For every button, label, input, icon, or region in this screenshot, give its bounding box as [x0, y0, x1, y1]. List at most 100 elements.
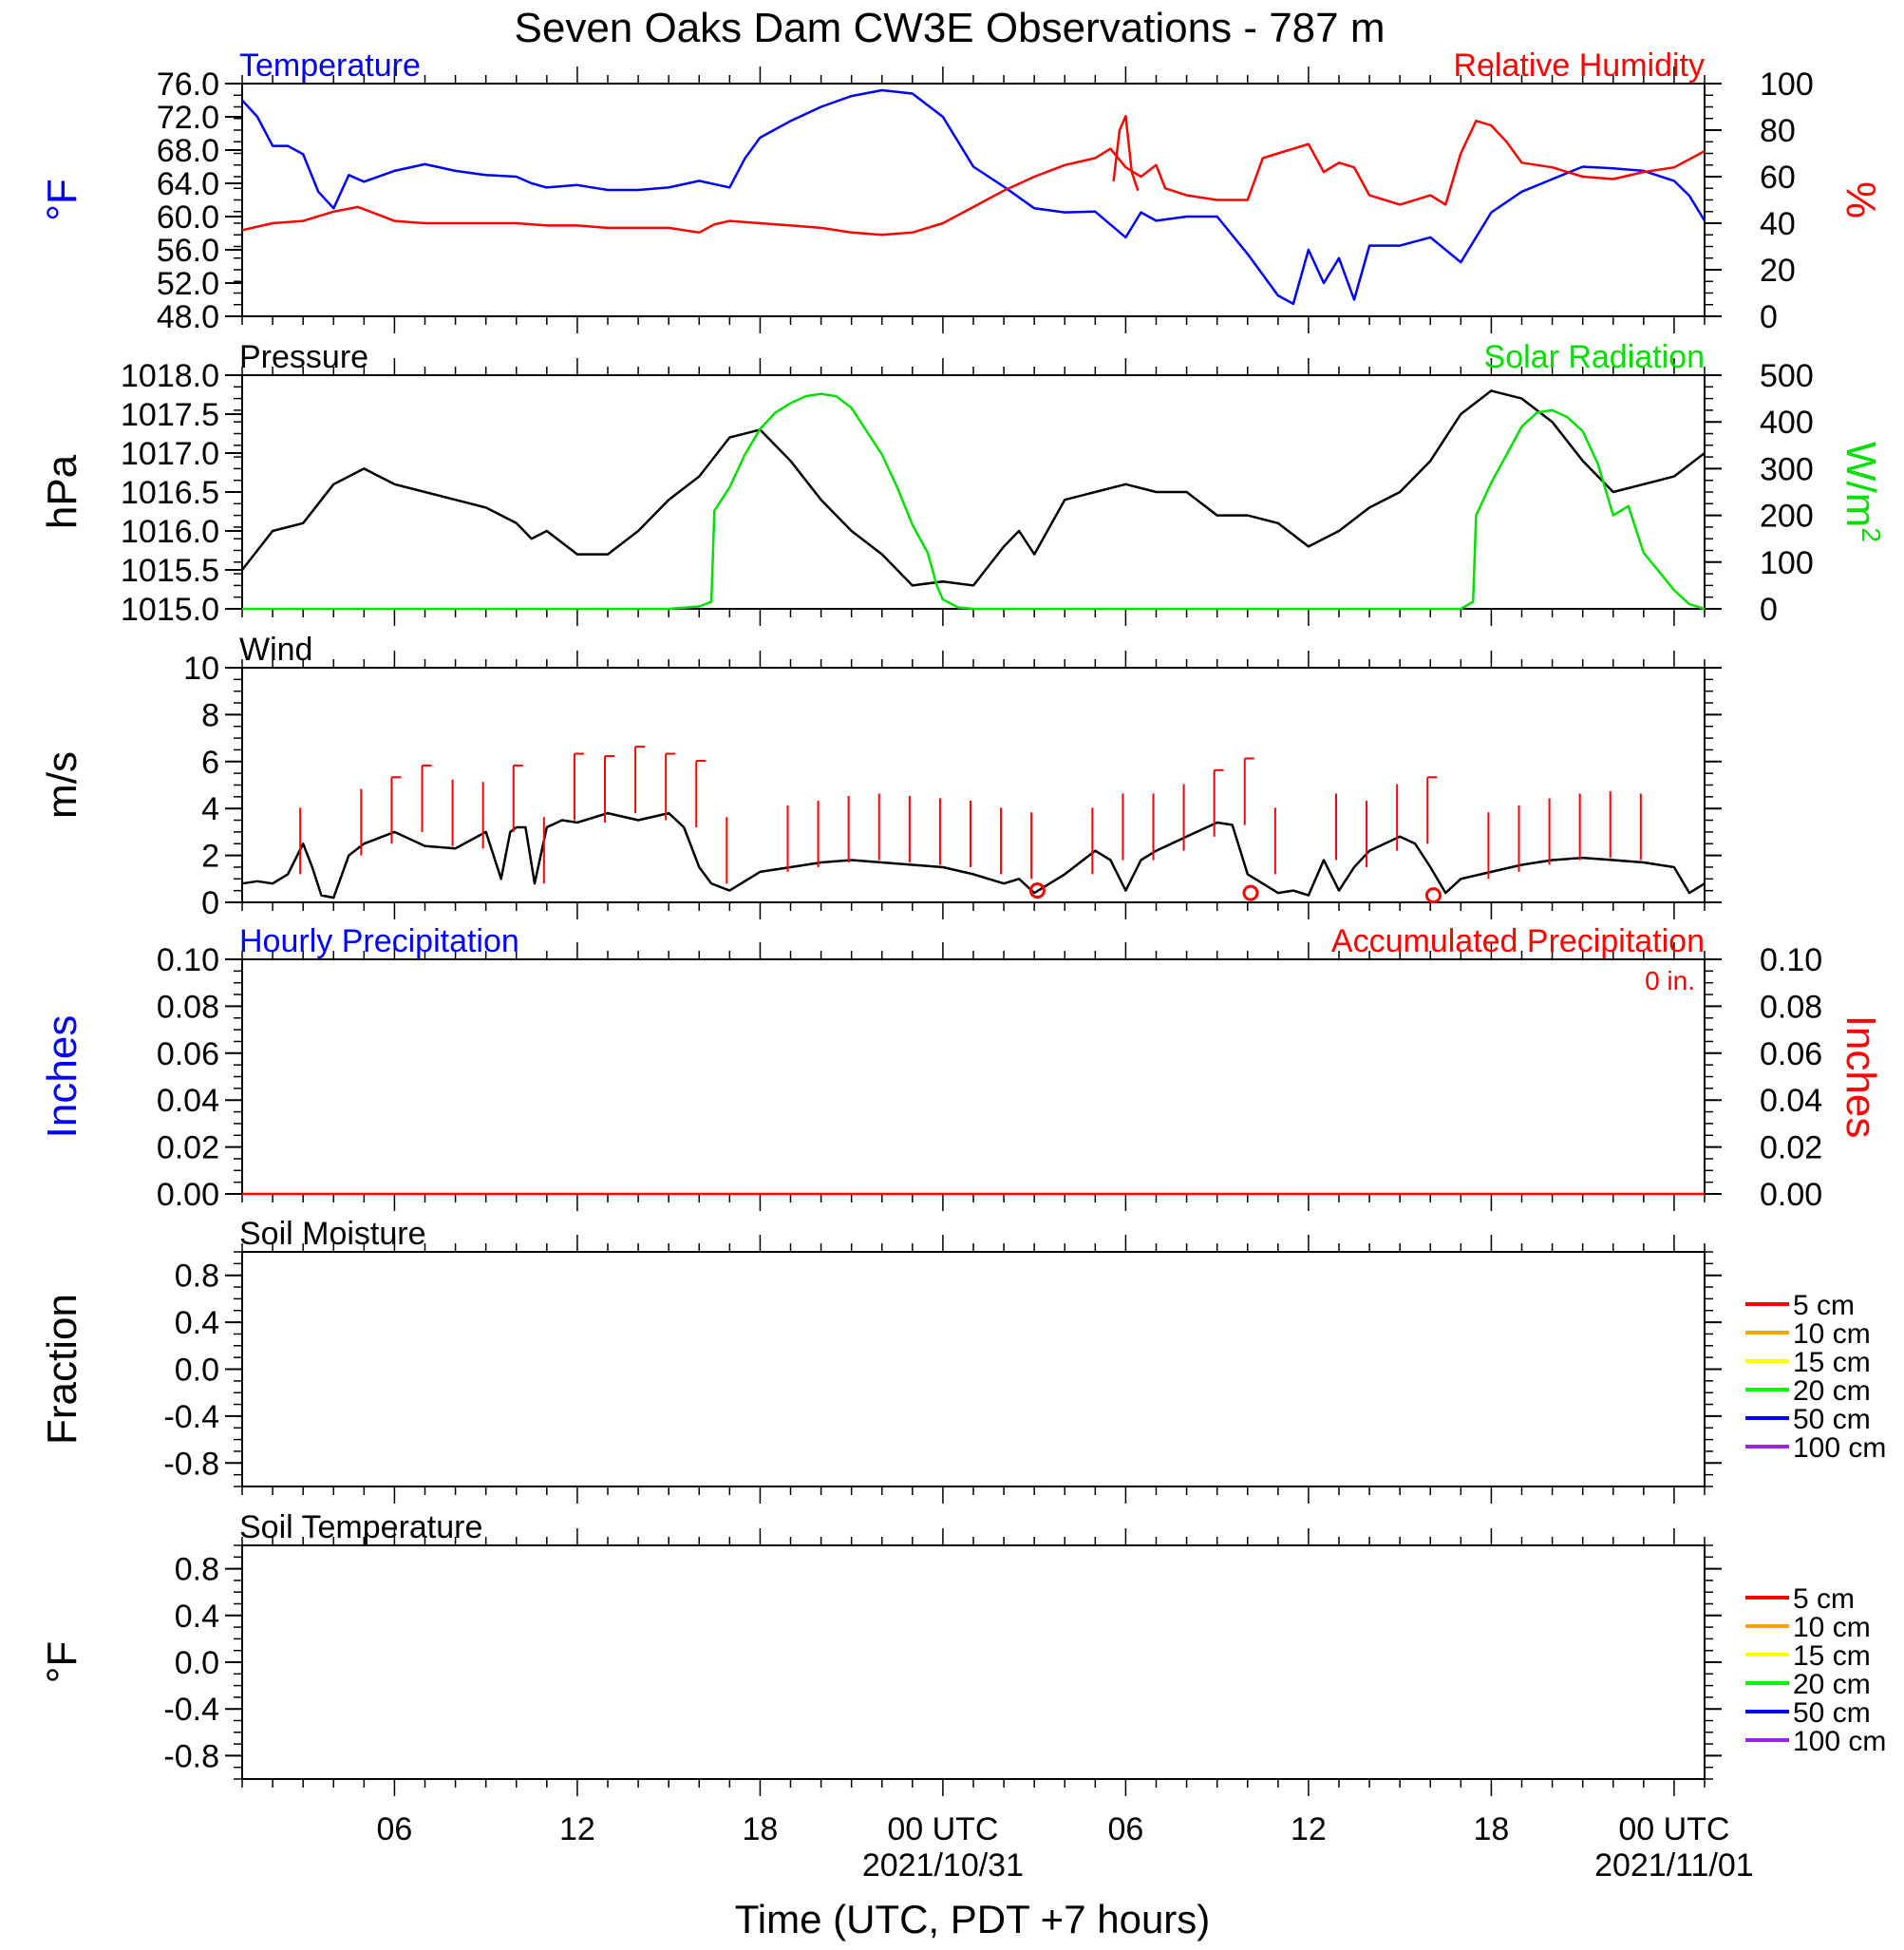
legend-label: 20 cm	[1793, 1669, 1871, 1700]
y-tick-label-right: 0.06	[1760, 1036, 1822, 1072]
legend-label: 10 cm	[1793, 1318, 1871, 1350]
y-tick-label-right: 40	[1760, 206, 1796, 242]
y-tick-label-right: 0.00	[1760, 1177, 1822, 1213]
series-line-1	[241, 389, 1706, 587]
y-tick-label-left: 0.08	[157, 989, 219, 1025]
legend-label: 100 cm	[1793, 1726, 1886, 1757]
y-tick-label-left: -0.8	[163, 1446, 219, 1482]
y-tick-label-left: 52.0	[157, 266, 219, 302]
series-line-1	[241, 88, 1706, 306]
plot-frame	[241, 667, 1706, 903]
legend-label: 20 cm	[1793, 1375, 1871, 1407]
y-tick-label-left: 56.0	[157, 233, 219, 269]
y-tick-label-left: 1016.5	[121, 475, 219, 511]
x-date-label: 2021/11/01	[1594, 1847, 1754, 1884]
panel-title-right: Relative Humidity	[1453, 47, 1705, 84]
y-tick-label-left: 76.0	[157, 66, 219, 103]
x-tick-label: 06	[377, 1811, 413, 1847]
y-tick-label-left: 1015.0	[121, 592, 219, 628]
legend-label: 10 cm	[1793, 1612, 1871, 1643]
y-tick-label-left: 68.0	[157, 133, 219, 169]
y-tick-label-left: 0.10	[157, 942, 219, 978]
series-line-1	[241, 811, 1706, 899]
y-tick-label-left: 1016.0	[121, 514, 219, 550]
y-tick-label-left: 0.06	[157, 1036, 219, 1072]
panel-title-left: Soil Moisture	[239, 1216, 426, 1252]
y-tick-label-left: 0.02	[157, 1130, 219, 1166]
y-tick-label-left: 0.0	[175, 1353, 219, 1389]
legend-label: 50 cm	[1793, 1404, 1871, 1435]
panel-title-right: Accumulated Precipitation	[1331, 923, 1705, 959]
panel-title-left: Wind	[239, 632, 312, 668]
y-tick-label-right: 0	[1760, 299, 1778, 335]
y-tick-label-right: 0.04	[1760, 1083, 1822, 1119]
accumulated-annotation: 0 in.	[1645, 966, 1695, 995]
y-tick-label-left: 10	[183, 651, 219, 687]
panel-title-left: Temperature	[239, 47, 421, 84]
y-tick-label-left: -0.4	[163, 1692, 219, 1728]
legend-label: 50 cm	[1793, 1697, 1871, 1729]
panel-title-left: Soil Temperature	[239, 1509, 482, 1545]
y-tick-label-right: 0.08	[1760, 989, 1822, 1025]
y-tick-label-right: 200	[1760, 499, 1814, 535]
panel-1: 48.052.056.060.064.068.072.076.0 0 20 40 60 8…	[39, 47, 1884, 335]
series-line-3	[1112, 115, 1140, 192]
legend-label: 100 cm	[1793, 1432, 1886, 1464]
y-axis-title-right: Inches	[1838, 1015, 1884, 1139]
y-axis-title-sup: 2	[1857, 527, 1886, 542]
y-tick-label-left: 6	[201, 745, 219, 781]
y-tick-label-left: 1017.0	[121, 436, 219, 472]
panel-5: -0.8 -0.4 0.0 0.4 0.8 Soil Moisture Fraction 5 …	[39, 1216, 1886, 1504]
y-tick-label-left: 0.4	[175, 1599, 219, 1635]
y-tick-label-left: 0.04	[157, 1083, 219, 1119]
panel-2: 1015.01015.51016.01016.51017.01017.51018…	[39, 339, 1886, 628]
plot-frame	[241, 958, 1706, 1195]
plot-frame	[241, 83, 1706, 317]
series-line-2	[242, 392, 1706, 611]
legend-label: 15 cm	[1793, 1640, 1871, 1672]
y-tick-label-left: -0.8	[163, 1738, 219, 1774]
y-tick-label-left: 0.8	[175, 1259, 219, 1295]
panel-3: 0 2 4 6 8 10 Wind m/s	[39, 632, 1722, 921]
y-tick-label-left: 72.0	[157, 100, 219, 136]
y-axis-title-right: W/m2	[1838, 442, 1886, 542]
y-tick-label-left: 64.0	[157, 166, 219, 202]
calm-wind-marker	[1424, 887, 1442, 904]
x-tick-label: 00 UTC	[1618, 1811, 1729, 1847]
y-tick-label-left: 48.0	[157, 299, 219, 335]
legend-label: 5 cm	[1793, 1290, 1855, 1321]
legend-label: 15 cm	[1793, 1347, 1871, 1378]
y-tick-label-left: 2	[201, 839, 219, 875]
panel-title-right: Solar Radiation	[1484, 339, 1705, 375]
y-tick-label-right: 300	[1760, 451, 1814, 487]
y-tick-label-left: 0	[201, 885, 219, 921]
y-tick-label-left: 1017.5	[121, 397, 219, 433]
y-tick-label-right: 500	[1760, 358, 1814, 394]
figure-title: Seven Oaks Dam CW3E Observations - 787 m	[515, 5, 1386, 51]
y-tick-label-right: 100	[1760, 545, 1814, 581]
y-tick-label-left: 0.0	[175, 1645, 219, 1681]
y-axis-title-left: °F	[39, 1641, 85, 1683]
y-axis-title-left: °F	[39, 179, 85, 220]
panel-title-left: Hourly Precipitation	[239, 923, 519, 959]
panel-title-left: Pressure	[239, 339, 368, 375]
y-tick-label-left: 1015.5	[121, 553, 219, 589]
x-axis-title: Time (UTC, PDT +7 hours)	[735, 1897, 1211, 1941]
calm-wind-marker	[1028, 882, 1046, 899]
plot-frame	[241, 1544, 1706, 1780]
y-tick-label-right: 0	[1760, 592, 1778, 628]
x-tick-label: 06	[1108, 1811, 1144, 1847]
y-tick-label-left: 1018.0	[121, 358, 219, 394]
y-axis-title-left: Fraction	[39, 1294, 85, 1445]
y-tick-label-right: 0.02	[1760, 1130, 1822, 1166]
x-tick-label: 18	[1474, 1811, 1510, 1847]
y-tick-label-left: 0.00	[157, 1177, 219, 1213]
y-tick-label-left: 0.4	[175, 1305, 219, 1341]
y-axis-title-right: %	[1838, 181, 1884, 218]
y-axis-title-left: m/s	[39, 751, 85, 819]
y-tick-label-left: 0.8	[175, 1552, 219, 1588]
y-tick-label-right: 20	[1760, 253, 1796, 289]
legend-label: 5 cm	[1793, 1583, 1855, 1615]
y-axis-title-left: hPa	[39, 454, 85, 529]
